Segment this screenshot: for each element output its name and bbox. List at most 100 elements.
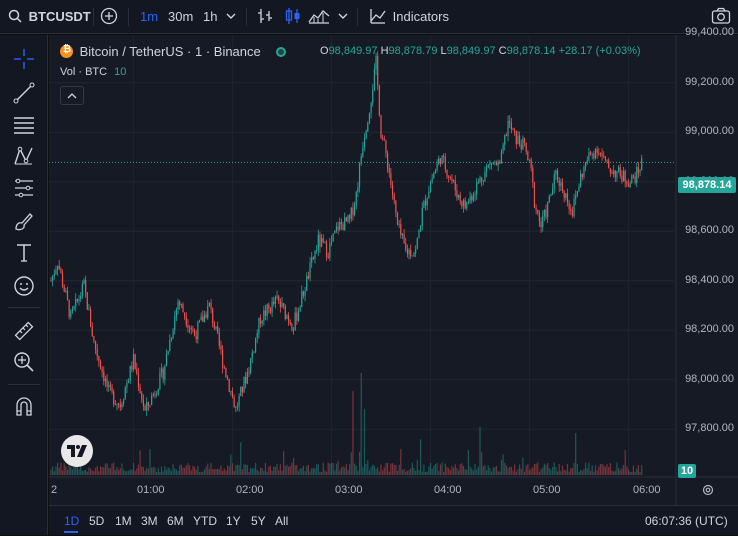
candle-body [444,157,446,170]
candle-body [373,69,375,90]
volume-bar [192,465,194,475]
volume-bar [446,467,448,475]
volume-bar [545,464,547,475]
volume-bar [190,470,192,475]
volume-bar [406,470,408,475]
interval-30m[interactable]: 30m [168,9,194,24]
volume-bar [127,470,130,475]
candle-body [383,139,385,141]
brush-tool[interactable] [10,208,38,234]
candle-body [255,337,257,352]
volume-bar [530,468,532,475]
chart-settings-button[interactable] [701,483,715,502]
volume-bar [354,463,356,475]
range-1y[interactable]: 1Y [226,514,241,528]
candle-body [147,402,149,406]
volume-bar [380,464,382,475]
volume-bar [90,468,92,475]
volume-bar [375,468,377,475]
symbol-search[interactable]: BTCUSDT [8,0,91,34]
volume-bar [157,467,159,475]
chart-pane[interactable]: ₿ Bitcoin / TetherUS · 1 · Binance O98,8… [49,26,738,505]
range-3m[interactable]: 3M [141,514,158,528]
candle-body [83,279,85,285]
candle-body [637,167,639,173]
interval-dropdown[interactable] [226,0,236,34]
text-icon [17,244,31,262]
search-icon [8,9,22,23]
candle-body [159,372,161,390]
ruler-tool[interactable] [10,318,38,344]
candle-body [520,144,522,150]
close-value: 98,878.14 [506,45,556,57]
candle-body [109,384,111,387]
candle-body [172,330,174,338]
interval-1h[interactable]: 1h [203,9,218,24]
volume-bar [118,469,120,475]
candle-body [467,202,470,203]
volume-bar [58,467,60,475]
crosshair-tool[interactable] [10,46,38,72]
candle-body [629,183,631,187]
candle-body [177,301,179,310]
candle-body [175,309,177,317]
candles-style-button[interactable] [284,0,302,34]
text-tool[interactable] [10,240,38,266]
volume-bar [291,462,293,475]
candle-body [236,406,239,408]
screenshot-button[interactable] [711,0,731,34]
candle-body [75,298,77,307]
pattern-tool[interactable] [10,143,38,169]
indicators-label: Indicators [392,9,449,24]
candle-body [296,312,298,321]
candle-body [352,207,354,215]
candle-body [377,55,379,86]
volume-bar [306,466,308,475]
candle-body [193,330,196,336]
volume-bar [641,465,643,475]
collapse-legend-button[interactable] [60,86,84,105]
range-6m[interactable]: 6M [167,514,184,528]
emoji-tool[interactable] [10,273,38,299]
candle-body [614,170,616,178]
chart-style-dropdown[interactable] [338,0,348,34]
trend-line-tool[interactable] [10,80,38,106]
candle-body [589,152,592,154]
candle-body [560,182,562,186]
candle-body [391,184,394,195]
candle-body [281,303,283,307]
area-style-button[interactable] [308,0,330,34]
volume-bar [179,465,181,475]
range-ytd[interactable]: YTD [193,514,217,528]
magnet-tool[interactable] [10,393,38,419]
compare-symbol-button[interactable] [99,0,119,34]
candle-body [390,172,392,185]
interval-1m[interactable]: 1m [140,9,159,24]
range-1d[interactable]: 1D [64,514,80,528]
candle-body [619,167,621,176]
volume-bar [347,470,349,475]
candle-body [365,131,367,139]
indicators-button[interactable]: Indicators [369,0,449,34]
volume-bar [210,462,212,475]
candle-body [482,180,484,182]
candle-body [164,366,166,380]
utc-clock[interactable]: 06:07:36 (UTC) [645,514,728,528]
tradingview-logo[interactable] [61,435,93,467]
volume-bar [603,465,605,475]
candle-body [354,204,356,215]
zoom-tool[interactable] [10,349,38,375]
horizontal-lines-tool[interactable] [10,111,38,137]
range-5d[interactable]: 5D [89,514,105,528]
range-all[interactable]: All [275,514,289,528]
candle-body [581,173,583,178]
candle-body [357,186,359,193]
bar-style-button[interactable] [256,0,274,34]
volume-bar [426,471,428,475]
volume-bar [71,469,74,475]
price-chart[interactable] [49,35,738,505]
range-5y[interactable]: 5Y [251,514,266,528]
candle-body [162,368,164,380]
range-1m[interactable]: 1M [115,514,132,528]
fib-retracement-tool[interactable] [10,175,38,201]
